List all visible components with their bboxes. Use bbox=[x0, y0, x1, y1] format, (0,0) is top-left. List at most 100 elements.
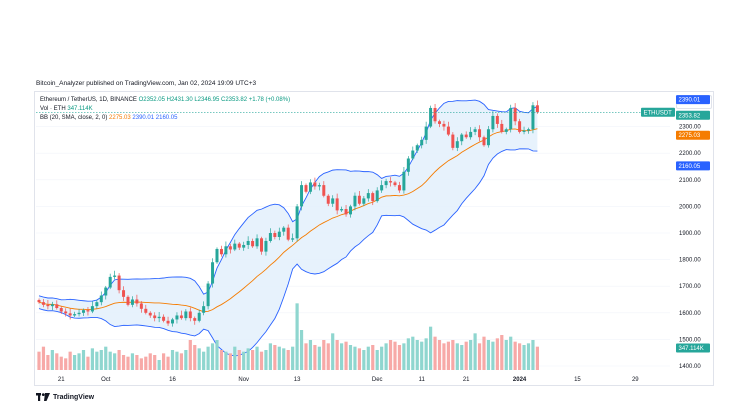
candle-body bbox=[317, 185, 321, 187]
volume-bar bbox=[104, 346, 108, 370]
volume-bar bbox=[424, 338, 428, 370]
volume-bar bbox=[295, 303, 299, 370]
candle-body bbox=[117, 275, 121, 291]
volume-bar bbox=[166, 356, 170, 370]
bollinger-lower-line bbox=[38, 148, 538, 357]
volume-bar bbox=[99, 350, 103, 370]
volume-bar bbox=[437, 340, 442, 370]
candle-body bbox=[527, 129, 530, 131]
legend-ohlc: O2352.05 H2431.30 L2346.95 C2353.82 +1.7… bbox=[138, 97, 291, 103]
volume-bar bbox=[55, 353, 59, 370]
candle-body bbox=[308, 182, 312, 192]
volume-bar bbox=[41, 346, 46, 370]
candle-body bbox=[157, 316, 161, 319]
price-label-basis-bg bbox=[676, 130, 710, 140]
volume-bar bbox=[442, 343, 446, 370]
legend-volume-row: Vol · ETH 347.114K bbox=[40, 105, 93, 114]
candle-body bbox=[375, 190, 379, 202]
candle-body bbox=[122, 290, 126, 297]
candle-body bbox=[215, 248, 219, 263]
tradingview-brand: TradingView bbox=[53, 393, 95, 401]
volume-bar bbox=[522, 345, 526, 370]
volume-bar bbox=[477, 343, 482, 370]
legend-vol-value: 347.114K bbox=[67, 106, 93, 112]
candle-body bbox=[86, 310, 90, 312]
candle-body bbox=[486, 129, 490, 146]
publisher-caption: Bitcoin_Analyzer published on TradingVie… bbox=[36, 80, 257, 87]
candle-body bbox=[509, 107, 513, 130]
volume-bar bbox=[206, 346, 210, 370]
candle-body bbox=[233, 243, 237, 250]
price-label-last: 2353.82 bbox=[679, 113, 701, 119]
y-tick-label: 2100.00 bbox=[679, 178, 701, 184]
volume-bar bbox=[299, 330, 304, 370]
volume-bar bbox=[518, 343, 522, 370]
volume-bar bbox=[202, 351, 206, 370]
legend-symbol-row: Ethereum / TetherUS, 1D, BINANCE O2352.0… bbox=[40, 96, 290, 105]
y-tick-label: 1900.00 bbox=[679, 231, 701, 237]
tradingview-logo-icon bbox=[36, 393, 50, 401]
volume-bar bbox=[157, 360, 161, 370]
candle-body bbox=[90, 306, 94, 312]
volume-bar bbox=[264, 350, 268, 370]
volume-bar bbox=[144, 356, 148, 370]
volume-bar bbox=[406, 338, 410, 370]
candle-body bbox=[464, 134, 468, 138]
volume-bar bbox=[121, 355, 126, 370]
volume-bar bbox=[237, 350, 241, 370]
candle-body bbox=[139, 303, 143, 309]
volume-bar bbox=[446, 341, 450, 370]
volume-bar bbox=[286, 350, 290, 370]
volume-bar bbox=[193, 345, 197, 370]
volume-bar bbox=[531, 340, 535, 370]
volume-bar bbox=[380, 346, 384, 370]
candle-body bbox=[193, 318, 197, 321]
candle-body bbox=[291, 238, 295, 240]
volume-bar bbox=[108, 351, 112, 370]
volume-bar bbox=[170, 350, 175, 370]
price-label-symbol-bg bbox=[641, 107, 675, 117]
candle-body bbox=[331, 198, 335, 204]
volume-bar bbox=[246, 348, 250, 370]
volume-bar bbox=[273, 345, 277, 370]
volume-bar bbox=[340, 343, 344, 370]
candle-body bbox=[41, 302, 45, 305]
volume-bar bbox=[402, 343, 406, 370]
volume-bar bbox=[255, 346, 259, 370]
volume-bar bbox=[433, 336, 437, 370]
price-label-upper: 2390.01 bbox=[679, 98, 701, 104]
volume-bar bbox=[242, 351, 246, 370]
y-tick-label: 1700.00 bbox=[679, 284, 701, 290]
candle-body bbox=[357, 195, 361, 204]
volume-bar bbox=[73, 355, 77, 370]
volume-bar bbox=[153, 355, 157, 370]
candle-body bbox=[82, 310, 85, 313]
legend-bb-basis: 2275.03 bbox=[109, 115, 131, 121]
candle-body bbox=[438, 121, 441, 124]
legend-bb-label: BB (20, SMA, close, 2, 0) bbox=[40, 115, 108, 121]
candle-body bbox=[251, 240, 255, 247]
volume-bar bbox=[526, 343, 531, 370]
candle-body bbox=[113, 275, 117, 277]
volume-bar bbox=[59, 356, 63, 370]
candle-body bbox=[108, 276, 112, 288]
candle-body bbox=[478, 129, 482, 138]
x-tick-label: 13 bbox=[294, 377, 301, 383]
candle-body bbox=[393, 182, 397, 186]
x-tick-label: 21 bbox=[463, 377, 470, 383]
volume-bar bbox=[313, 345, 317, 370]
volume-bar bbox=[113, 353, 117, 370]
candle-body bbox=[300, 185, 304, 207]
candle-body bbox=[353, 195, 357, 207]
x-tick-label: Oct bbox=[101, 377, 111, 383]
x-tick-label: 15 bbox=[574, 377, 581, 383]
price-label-symbol: ETHUSDT bbox=[644, 110, 673, 116]
candle-body bbox=[184, 311, 188, 319]
candle-body bbox=[175, 315, 179, 320]
volume-bar bbox=[411, 336, 415, 370]
candle-body bbox=[171, 319, 174, 324]
volume-bar bbox=[117, 350, 121, 370]
bollinger-basis-line bbox=[38, 128, 538, 313]
volume-bar bbox=[397, 345, 402, 370]
legend-symbol: Ethereum / TetherUS, 1D, BINANCE bbox=[40, 97, 137, 103]
